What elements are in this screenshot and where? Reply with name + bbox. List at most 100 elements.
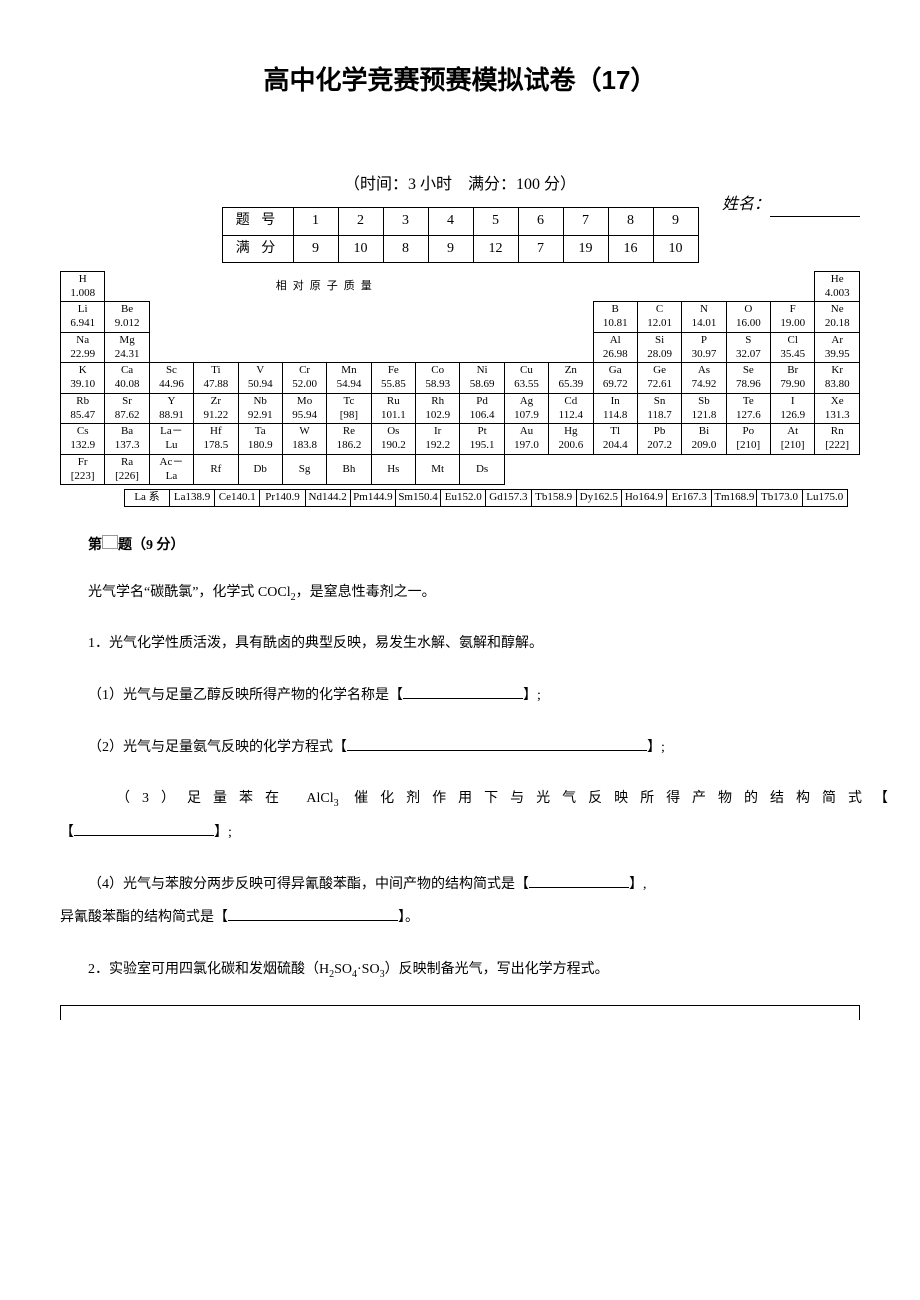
txt: （1）光气与足量乙醇反映所得产物的化学名称是【 [88, 688, 403, 703]
pt-empty [593, 454, 637, 485]
pt-cell: Mt [416, 454, 460, 485]
pt-cell: W183.8 [282, 424, 326, 455]
pt-cell: Gd157.3 [486, 490, 531, 507]
pt-cell: Tl204.4 [593, 424, 637, 455]
name-blank[interactable] [770, 216, 860, 217]
pt-cell: Pd106.4 [460, 393, 504, 424]
name-field: 姓名： [722, 192, 860, 218]
name-label: 姓名： [722, 196, 770, 213]
pt-empty [549, 302, 593, 333]
pt-cell: Cu63.55 [504, 363, 548, 394]
pt-cell: Dy162.5 [576, 490, 621, 507]
txt: （4）光气与苯胺分两步反映可得异氰酸苯酯，中间产物的结构简式是【 [88, 877, 529, 892]
pt-empty [637, 271, 681, 302]
relmass-label: 相对原子质量 [149, 271, 504, 302]
pt-empty [416, 332, 460, 363]
answer-box[interactable] [60, 1005, 860, 1020]
pt-cell: K39.10 [61, 363, 105, 394]
blank-4b[interactable] [228, 906, 398, 921]
txt: 】, [629, 877, 647, 892]
pt-cell: He4.003 [815, 271, 860, 302]
txt: （3）足量苯在 AlCl [116, 791, 334, 806]
pt-cell: Co58.93 [416, 363, 460, 394]
pt-cell: Si28.09 [637, 332, 681, 363]
pt-cell: B10.81 [593, 302, 637, 333]
blank-3[interactable] [74, 821, 214, 836]
pt-cell: Xe131.3 [815, 393, 860, 424]
pt-empty [327, 302, 371, 333]
pt-cell: Mo95.94 [282, 393, 326, 424]
pt-cell: Ca40.08 [105, 363, 149, 394]
pt-cell: Pr140.9 [260, 490, 305, 507]
pt-cell: As74.92 [682, 363, 726, 394]
blank-4a[interactable] [529, 873, 629, 888]
pt-cell: H1.008 [61, 271, 105, 302]
pt-cell: Po[210] [726, 424, 770, 455]
pt-empty [504, 271, 548, 302]
pt-cell: Cd112.4 [549, 393, 593, 424]
pt: 16 [608, 235, 653, 262]
pt: 10 [338, 235, 383, 262]
pt-empty [815, 454, 860, 485]
q1-s4: （4）光气与苯胺分两步反映可得异氰酸苯酯，中间产物的结构简式是【 】, 异氰酸苯酯… [60, 868, 860, 935]
col: 8 [608, 208, 653, 235]
pt-cell: Ds [460, 454, 504, 485]
pt-cell: Sb121.8 [682, 393, 726, 424]
q1-s1: （1）光气与足量乙醇反映所得产物的化学名称是【】; [60, 679, 860, 713]
pt-empty [726, 271, 770, 302]
txt: （2）光气与足量氨气反映的化学方程式【 [88, 740, 347, 755]
score-table: 题 号 1 2 3 4 5 6 7 8 9 满 分 9 10 8 9 12 7 … [222, 207, 699, 263]
timing-row: （时间：3 小时 满分：100 分） 姓名： [60, 172, 860, 198]
pt-cell: Fe55.85 [371, 363, 415, 394]
pt: 7 [518, 235, 563, 262]
pt-cell: I126.9 [771, 393, 815, 424]
pt-cell: Pm144.9 [350, 490, 395, 507]
pt-cell: Ag107.9 [504, 393, 548, 424]
pt-cell: Ga69.72 [593, 363, 637, 394]
pt-cell: Ni58.69 [460, 363, 504, 394]
blank-1[interactable] [403, 684, 523, 699]
pt-cell: Ac－La [149, 454, 193, 485]
pt-cell: Hs [371, 454, 415, 485]
blank-2[interactable] [347, 736, 647, 751]
q1-p1: 1．光气化学性质活泼，具有酰卤的典型反映，易发生水解、氨解和醇解。 [60, 627, 860, 661]
col: 4 [428, 208, 473, 235]
la-label: La 系 [125, 490, 170, 507]
pt-empty [194, 302, 238, 333]
txt: 光气学名“碳酰氯”，化学式 COCl [88, 585, 291, 600]
pt-empty [327, 332, 371, 363]
pt: 9 [293, 235, 338, 262]
pt-empty [460, 302, 504, 333]
pt-cell: Ne20.18 [815, 302, 860, 333]
pt-cell: O16.00 [726, 302, 770, 333]
pt-empty [194, 332, 238, 363]
col: 7 [563, 208, 608, 235]
pt-empty [504, 332, 548, 363]
col: 2 [338, 208, 383, 235]
pt-cell: Ho164.9 [621, 490, 666, 507]
txt: 】。 [398, 910, 419, 925]
pt-cell: P30.97 [682, 332, 726, 363]
txt: 第 [88, 538, 102, 553]
pt-empty [726, 454, 770, 485]
pt-cell: S32.07 [726, 332, 770, 363]
txt: 】; [214, 825, 232, 840]
pt-cell: Bh [327, 454, 371, 485]
pt-cell: Er167.3 [667, 490, 712, 507]
pt-cell: Al26.98 [593, 332, 637, 363]
pt-cell: Ti47.88 [194, 363, 238, 394]
pt-empty [682, 271, 726, 302]
pt-cell: N14.01 [682, 302, 726, 333]
col: 6 [518, 208, 563, 235]
pt-cell: Ar39.95 [815, 332, 860, 363]
table-row: 题 号 1 2 3 4 5 6 7 8 9 [222, 208, 698, 235]
pt-cell: Tm168.9 [712, 490, 757, 507]
pt-cell: Sc44.96 [149, 363, 193, 394]
pt-empty [149, 332, 193, 363]
txt: 异氰酸苯酯的结构简式是【 [60, 910, 228, 925]
pt-cell: Pt195.1 [460, 424, 504, 455]
q1-p2: 2．实验室可用四氯化碳和发烟硫酸（H2SO4·SO3）反映制备光气，写出化学方程… [60, 953, 860, 987]
q1-intro: 光气学名“碳酰氯”，化学式 COCl2，是窒息性毒剂之一。 [60, 576, 860, 610]
pt-cell: V50.94 [238, 363, 282, 394]
pt-cell: Hf178.5 [194, 424, 238, 455]
